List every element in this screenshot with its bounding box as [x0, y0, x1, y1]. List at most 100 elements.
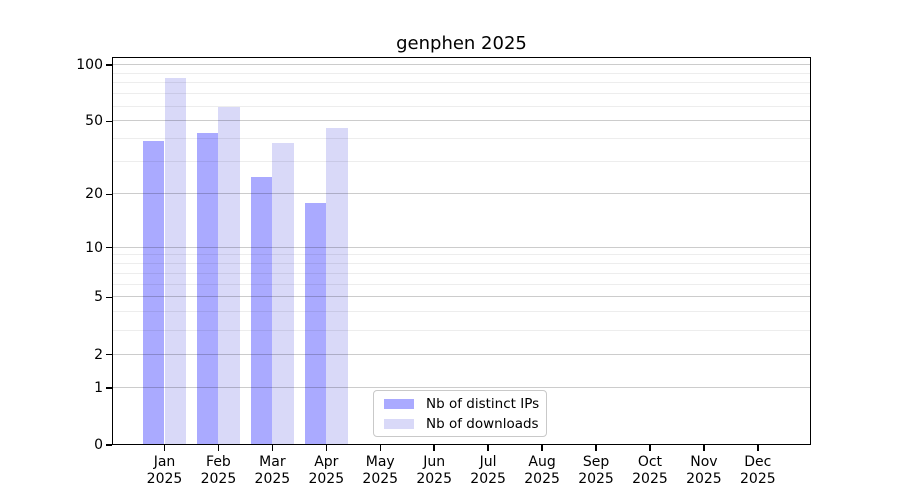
y-tick-label-5: 5 [94, 289, 103, 306]
gridline-major-100 [112, 63, 811, 65]
x-tick-may [379, 445, 381, 451]
year-label: 2025 [632, 471, 668, 487]
x-tick-nov [703, 445, 705, 451]
bar-downloads-apr [326, 127, 348, 445]
gridline-minor-3 [112, 329, 811, 331]
x-tick-label-jan: Jan 2025 [130, 454, 200, 488]
x-tick-feb [217, 445, 220, 451]
x-tick-jun [433, 445, 435, 451]
month-label: Apr [314, 454, 339, 470]
y-tick-1 [106, 387, 112, 389]
x-tick-label-jul: Jul 2025 [453, 454, 523, 488]
y-tick-2 [106, 353, 112, 356]
bar-distinct-ips-mar [250, 176, 273, 445]
x-tick-label-oct: Oct 2025 [615, 454, 685, 488]
x-tick-label-nov: Nov 2025 [669, 454, 739, 488]
x-tick-jul [487, 445, 489, 451]
month-label: Jul [479, 454, 497, 470]
gridline-minor-8 [112, 263, 811, 265]
chart-title: genphen 2025 [396, 33, 527, 54]
gridline-major-20 [112, 193, 811, 195]
plot-area: 0 1 2 5 10 20 50 100 Jan 2025 Feb 2025 Mar 2025 Apr 202… [76, 57, 811, 487]
month-label: Oct [637, 454, 663, 470]
gridline-minor-30 [112, 161, 811, 163]
month-label: Feb [206, 454, 231, 470]
y-tick-label-10: 10 [85, 239, 103, 256]
legend-label-downloads: Nb of downloads [426, 416, 539, 432]
bar-distinct-ips-feb [196, 133, 219, 445]
gridline-major-10 [112, 246, 811, 248]
y-tick-100 [106, 64, 112, 66]
legend: Nb of distinct IPs Nb of downloads [373, 390, 547, 437]
month-label: Jan [153, 454, 176, 470]
x-tick-dec [757, 445, 759, 451]
year-label: 2025 [578, 471, 614, 487]
y-tick-label-1: 1 [94, 379, 103, 396]
y-tick-label-2: 2 [94, 346, 103, 363]
year-label: 2025 [524, 471, 560, 487]
gridline-minor-9 [112, 254, 811, 256]
gridline-major-2 [112, 353, 811, 355]
x-tick-label-feb: Feb 2025 [183, 454, 253, 488]
year-label: 2025 [416, 471, 452, 487]
month-label: Dec [744, 454, 772, 470]
legend-item-downloads: Nb of downloads [384, 414, 546, 434]
legend-swatch-distinct-ips [384, 399, 414, 409]
year-label: 2025 [686, 471, 722, 487]
month-label: Mar [259, 454, 286, 470]
y-tick-20 [106, 193, 112, 196]
gridline-minor-4 [112, 311, 811, 313]
gridline-minor-7 [112, 272, 811, 274]
bar-downloads-mar [272, 143, 294, 445]
y-tick-label-0: 0 [94, 437, 103, 453]
legend-swatch-downloads [384, 419, 414, 429]
y-tick-label-20: 20 [85, 186, 103, 203]
gridline-minor-40 [112, 138, 811, 140]
x-tick-label-aug: Aug 2025 [507, 454, 577, 488]
y-tick-5 [106, 296, 112, 299]
month-label: Aug [528, 454, 556, 470]
gridline-major-5 [112, 296, 811, 298]
y-tick-50 [106, 120, 112, 122]
x-tick-label-sep: Sep 2025 [561, 454, 631, 488]
y-tick-label-50: 50 [85, 113, 103, 130]
year-label: 2025 [740, 471, 776, 487]
year-label: 2025 [200, 471, 237, 487]
bar-distinct-ips-apr [304, 202, 327, 445]
x-tick-label-mar: Mar 2025 [237, 454, 307, 488]
year-label: 2025 [470, 471, 506, 487]
gridline-minor-90 [112, 72, 811, 74]
bar-downloads-jan [164, 78, 187, 445]
x-tick-label-dec: Dec 2025 [723, 454, 793, 488]
x-tick-label-may: May 2025 [345, 454, 415, 488]
legend-item-distinct-ips: Nb of distinct IPs [384, 394, 546, 414]
x-tick-label-jun: Jun 2025 [399, 454, 469, 488]
bar-downloads-feb [218, 106, 241, 445]
year-label: 2025 [254, 471, 291, 487]
x-tick-apr [325, 445, 328, 451]
x-tick-oct [649, 445, 651, 451]
month-label: Jun [423, 454, 446, 470]
x-tick-sep [595, 445, 597, 451]
bar-distinct-ips-jan [142, 141, 165, 445]
x-tick-jan [163, 445, 166, 451]
y-tick-0 [106, 444, 112, 446]
year-label: 2025 [308, 471, 345, 487]
gridline-minor-80 [112, 82, 811, 84]
legend-label-distinct-ips: Nb of distinct IPs [426, 396, 540, 412]
gridline-minor-60 [112, 105, 811, 107]
gridline-minor-70 [112, 93, 811, 95]
gridline-minor-6 [112, 283, 811, 285]
x-tick-label-apr: Apr 2025 [291, 454, 361, 488]
x-tick-aug [541, 445, 543, 451]
month-label: Nov [690, 454, 718, 470]
month-label: May [365, 454, 395, 470]
year-label: 2025 [362, 471, 399, 487]
y-tick-10 [106, 246, 112, 249]
month-label: Sep [582, 454, 610, 470]
gridline-major-1 [112, 386, 811, 388]
gridline-major-50 [112, 120, 811, 122]
year-label: 2025 [146, 471, 183, 487]
x-tick-mar [271, 445, 274, 451]
